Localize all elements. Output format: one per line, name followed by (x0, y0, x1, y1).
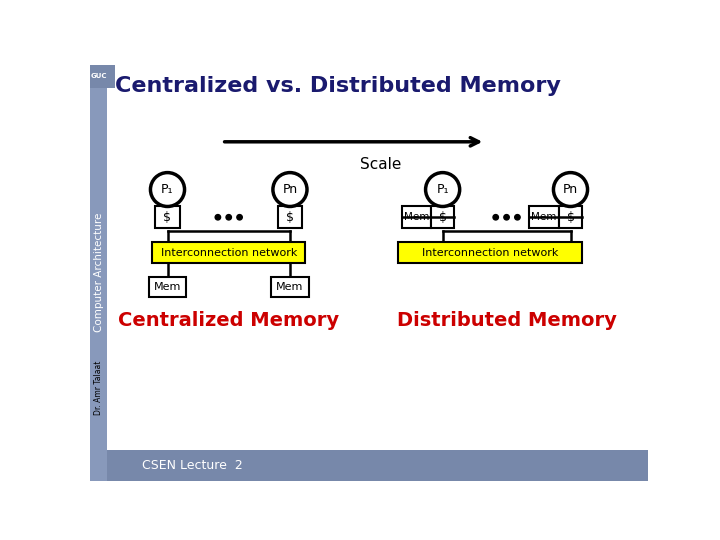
Bar (529, 206, 559, 228)
Bar (271, 278, 309, 298)
Text: $: $ (163, 211, 171, 224)
Text: Dr. Amr Talaat: Dr. Amr Talaat (94, 361, 103, 415)
Circle shape (493, 214, 498, 220)
Circle shape (426, 173, 459, 206)
Text: Interconnection network: Interconnection network (422, 248, 558, 258)
Circle shape (515, 214, 520, 220)
Circle shape (554, 173, 588, 206)
Bar (559, 206, 582, 228)
Bar (90, 65, 107, 481)
Text: CSEN Lecture  2: CSEN Lecture 2 (142, 458, 243, 472)
Text: Centralized vs. Distributed Memory: Centralized vs. Distributed Memory (114, 76, 561, 96)
Bar (402, 206, 431, 228)
Circle shape (237, 214, 243, 220)
Circle shape (215, 214, 220, 220)
Text: $: $ (438, 211, 446, 224)
Text: Mem: Mem (531, 212, 557, 222)
Text: Mem: Mem (154, 282, 181, 292)
Text: $: $ (286, 211, 294, 224)
Text: Mem: Mem (404, 212, 429, 222)
Text: P₁: P₁ (161, 183, 174, 196)
Text: P₁: P₁ (436, 183, 449, 196)
Bar (90, 65, 114, 88)
Text: Centralized Memory: Centralized Memory (118, 311, 339, 330)
Text: Mem: Mem (276, 282, 304, 292)
Text: GUC: GUC (90, 72, 107, 79)
Bar (107, 450, 648, 481)
Text: Pn: Pn (282, 183, 297, 196)
Text: $: $ (567, 211, 575, 224)
Bar (155, 206, 180, 228)
Text: Scale: Scale (360, 157, 401, 172)
Bar (149, 278, 186, 298)
Circle shape (273, 173, 307, 206)
Text: Computer Architecture: Computer Architecture (94, 213, 104, 333)
Bar (152, 242, 305, 264)
Bar (277, 206, 302, 228)
Bar (397, 242, 582, 264)
Circle shape (504, 214, 509, 220)
Circle shape (150, 173, 184, 206)
Text: Distributed Memory: Distributed Memory (397, 311, 616, 330)
Text: Pn: Pn (563, 183, 578, 196)
Text: Interconnection network: Interconnection network (161, 248, 297, 258)
Bar (431, 206, 454, 228)
Circle shape (226, 214, 231, 220)
